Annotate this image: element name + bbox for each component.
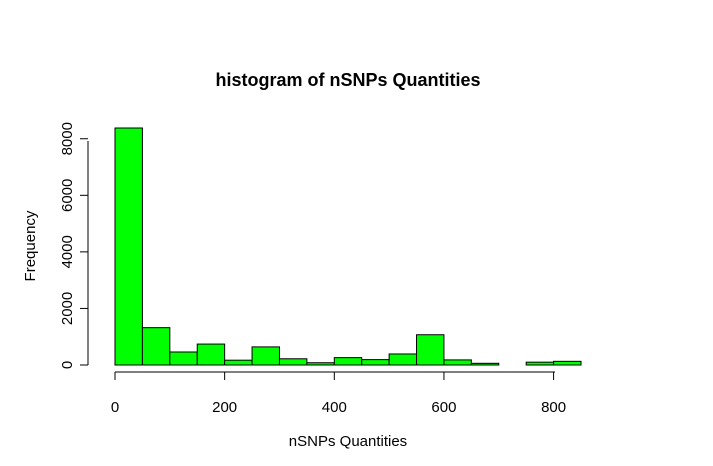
histogram-bar: [114, 127, 143, 366]
y-tick-label: 6000: [59, 179, 76, 212]
y-tick-label: 2000: [59, 292, 76, 325]
x-tick-label: 0: [111, 399, 119, 416]
histogram-bar: [278, 358, 308, 366]
histogram-bar: [251, 346, 280, 366]
histogram-bar: [141, 327, 171, 366]
x-tick-label: 400: [322, 399, 347, 416]
y-tick-label: 8000: [59, 122, 76, 155]
histogram-bar: [306, 362, 335, 366]
chart-title: histogram of nSNPs Quantities: [215, 70, 480, 90]
histogram-bar: [196, 343, 226, 366]
histogram-bar: [525, 361, 555, 366]
histogram-bar: [388, 353, 418, 366]
y-tick-label: 4000: [59, 235, 76, 268]
bars-layer: [114, 127, 582, 366]
histogram-bar: [333, 357, 363, 366]
x-axis-label: nSNPs Quantities: [289, 433, 407, 450]
histogram-bar: [443, 359, 472, 366]
histogram-bar: [416, 334, 445, 366]
histogram-bar: [470, 362, 500, 366]
histogram-bar: [361, 359, 390, 366]
y-ticks-layer: 0 2000 4000 6000 8000: [59, 122, 88, 369]
y-tick-label: 0: [59, 361, 76, 369]
histogram-bar: [553, 360, 582, 366]
x-tick-label: 600: [431, 399, 456, 416]
histogram-bar: [224, 359, 253, 366]
x-tick-label: 800: [541, 399, 566, 416]
histogram-bar: [169, 351, 198, 366]
x-ticks-layer: 0 200 400 600 800: [111, 372, 566, 416]
y-axis-label: Frequency: [22, 210, 39, 281]
x-tick-label: 200: [212, 399, 237, 416]
